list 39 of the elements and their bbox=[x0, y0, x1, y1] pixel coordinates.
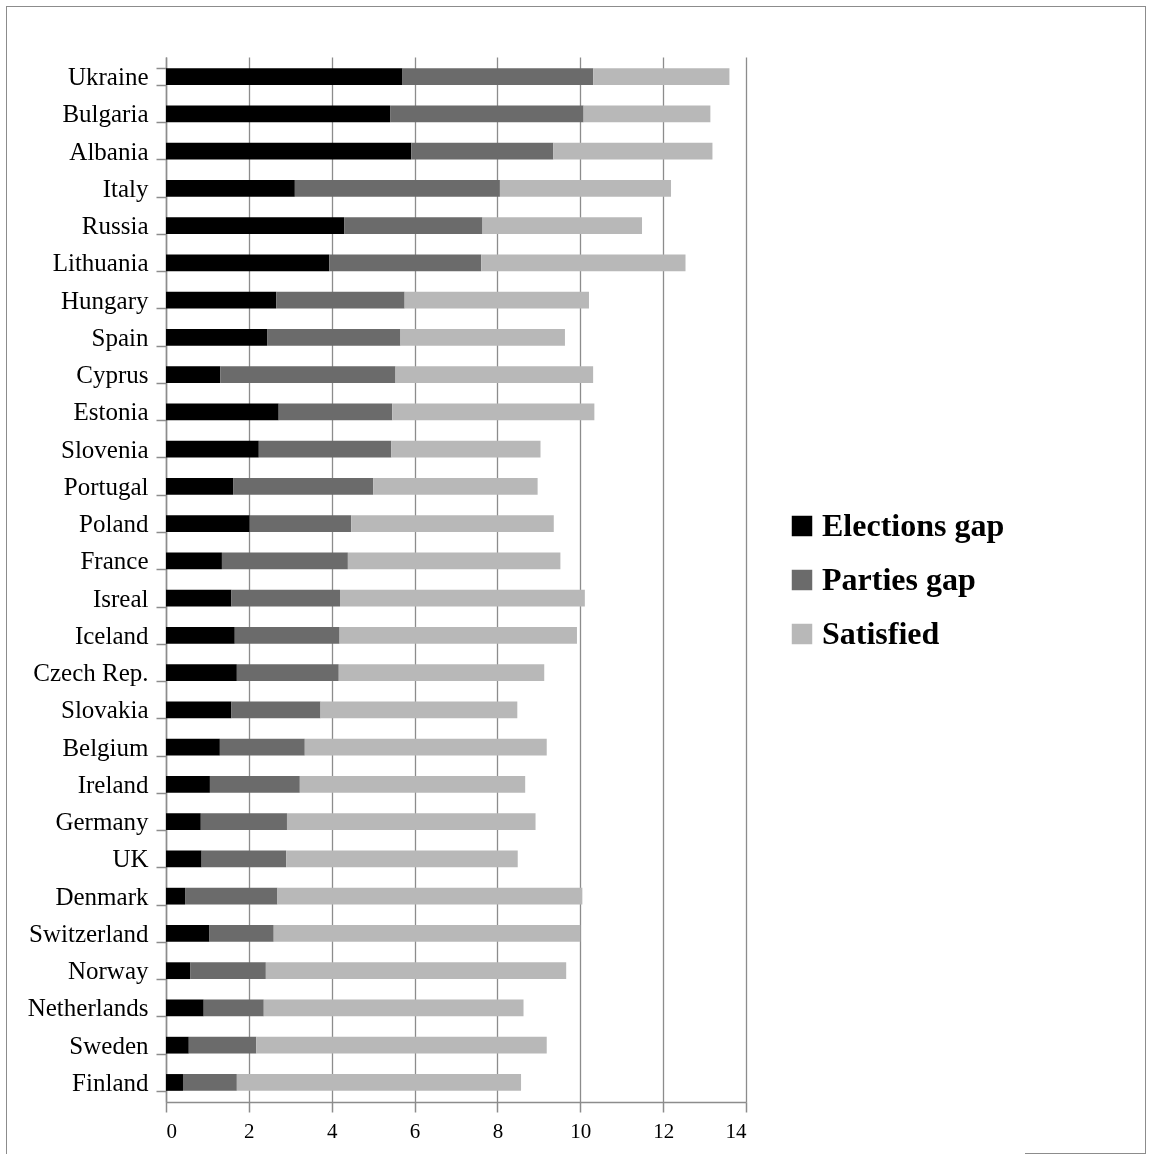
x-tick-label: 8 bbox=[492, 1118, 504, 1143]
y-tick-label: Belgium bbox=[62, 733, 150, 761]
y-tick-label: Iceland bbox=[74, 621, 149, 649]
y-tick-label: Lithuania bbox=[52, 249, 149, 277]
y-tick-label: Czech Rep. bbox=[33, 659, 149, 687]
y-tick-label: Estonia bbox=[73, 398, 149, 426]
y-tick-label: Norway bbox=[67, 957, 149, 985]
y-tick-label: Netherlands bbox=[27, 994, 149, 1022]
x-tick-label: 14 bbox=[725, 1118, 747, 1143]
y-tick-label: Cyprus bbox=[76, 361, 149, 389]
y-tick-label: Poland bbox=[79, 510, 149, 538]
y-tick-label: Switzerland bbox=[29, 919, 149, 947]
x-tick-label: 0 bbox=[166, 1118, 177, 1143]
x-tick-label: 4 bbox=[326, 1118, 338, 1143]
x-tick-label: 2 bbox=[244, 1118, 255, 1143]
y-tick-label: Bulgaria bbox=[62, 100, 149, 128]
y-tick-label: Isreal bbox=[92, 584, 149, 612]
y-tick-label: Denmark bbox=[55, 882, 149, 910]
legend-label: Satisfied bbox=[822, 615, 940, 651]
y-tick-label: Russia bbox=[81, 212, 149, 240]
y-tick-label: Ukraine bbox=[67, 63, 149, 91]
y-tick-label: Albania bbox=[69, 137, 149, 165]
y-tick-label: Italy bbox=[102, 174, 149, 202]
y-tick-label: Hungary bbox=[61, 286, 149, 314]
y-tick-label: Sweden bbox=[69, 1031, 149, 1059]
x-tick-label: 6 bbox=[409, 1118, 421, 1143]
x-tick-label: 10 bbox=[570, 1118, 592, 1143]
y-tick-label: Slovenia bbox=[61, 435, 149, 463]
legend-label: Parties gap bbox=[822, 561, 976, 597]
y-tick-label: France bbox=[80, 547, 149, 575]
y-tick-label: Spain bbox=[91, 323, 149, 351]
y-tick-label: Ireland bbox=[77, 770, 149, 798]
y-tick-label: Finland bbox=[72, 1068, 149, 1096]
x-tick-label: 12 bbox=[653, 1118, 675, 1143]
legend-label: Elections gap bbox=[822, 507, 1005, 543]
y-tick-label: Germany bbox=[55, 808, 149, 836]
y-tick-label: Portugal bbox=[63, 472, 149, 500]
y-tick-label: UK bbox=[112, 845, 149, 873]
y-tick-label: Slovakia bbox=[61, 696, 149, 724]
